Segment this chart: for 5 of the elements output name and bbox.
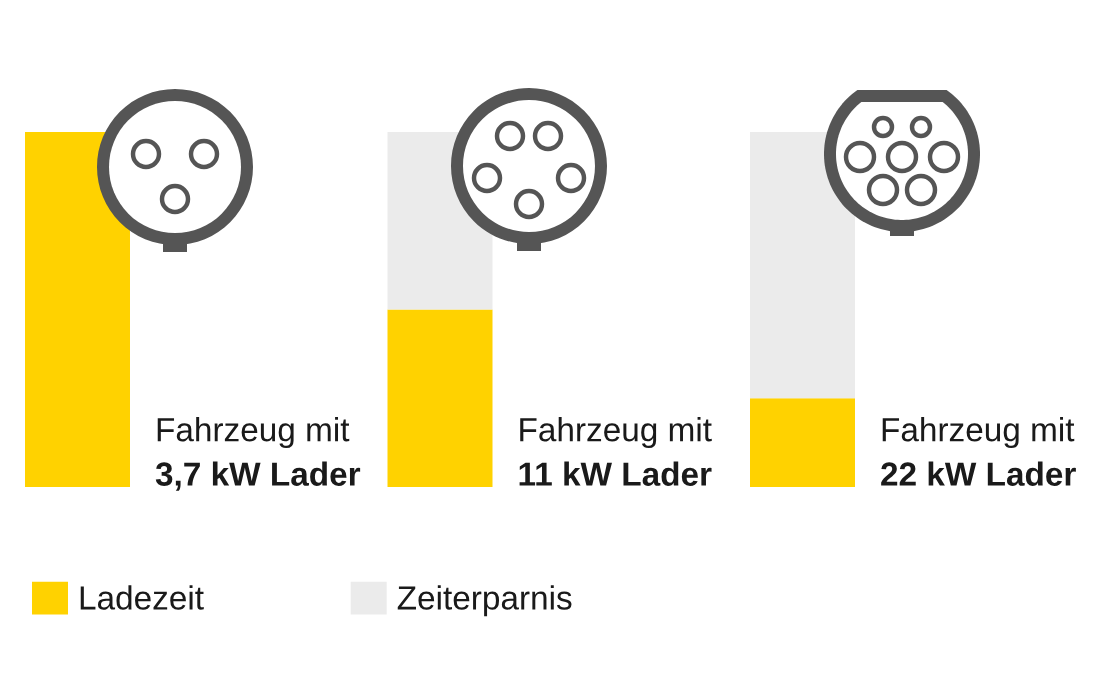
x-tick-label: Fahrzeug mit 22 kW Lader [881,417,1076,486]
x-tick-label: Fahrzeug mit 3,7 kW Lader [155,417,361,491]
legend-label: Zeiterparnis [397,585,572,617]
legend-label: Ladezeit [80,585,204,610]
x-tick-label: Fahrzeug mit 11 kW Lader [519,417,712,486]
